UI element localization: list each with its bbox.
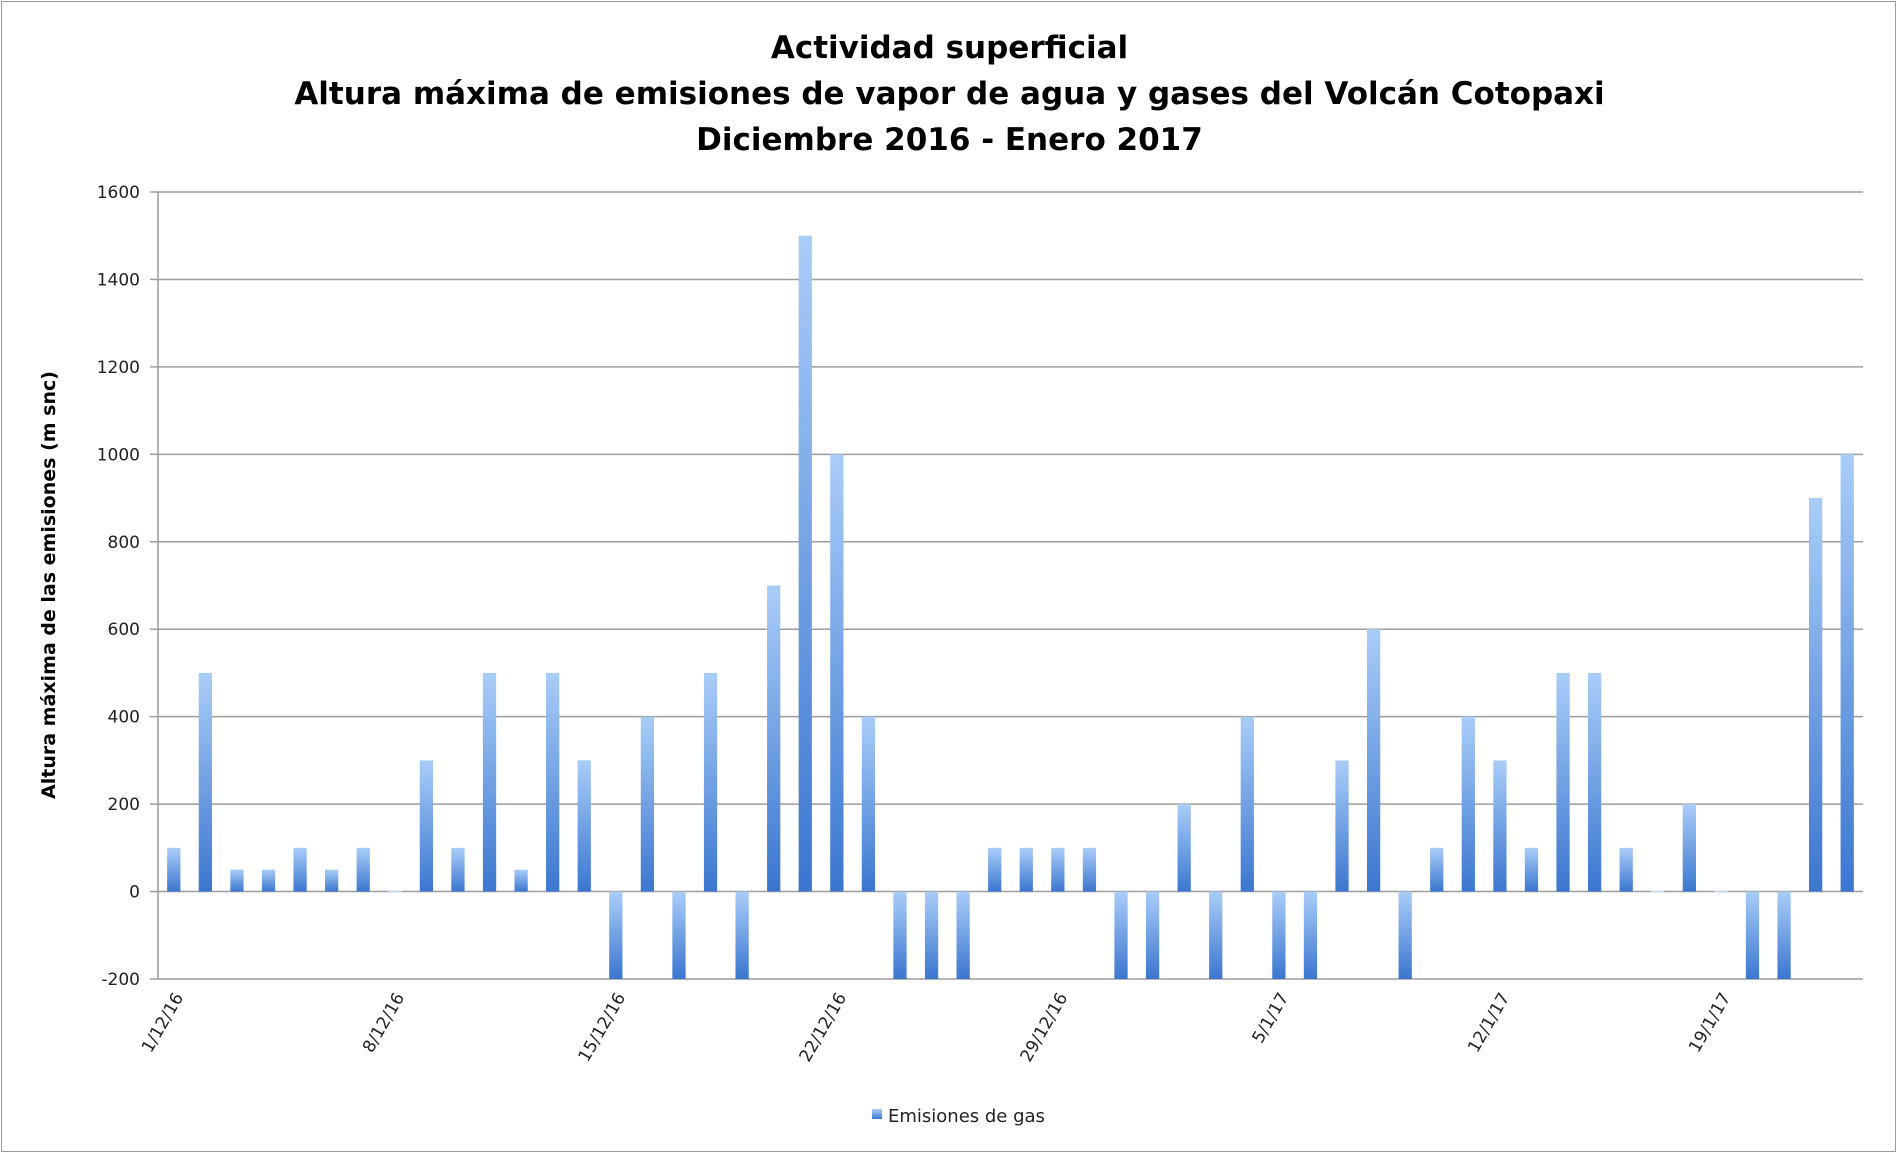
bar [356,847,370,892]
bar [1745,891,1760,979]
x-tick-label: 15/12/16 [575,990,631,1066]
bar [1556,672,1570,892]
chart-title-line-2: Altura máxima de emisiones de vapor de a… [294,76,1605,112]
bar [703,672,718,892]
bar [956,891,970,979]
x-tick-label: 5/1/17 [1249,990,1294,1047]
y-tick-label: 1200 [97,358,140,378]
y-axis-ticks: -200 0 200 400 600 800 1000 1200 1400 1600 [97,183,140,990]
bar [1619,847,1633,892]
y-tick-label: -200 [101,970,140,990]
bar [861,716,876,892]
bar [1019,847,1033,892]
x-tick-label: 19/1/17 [1685,990,1735,1057]
bar [1335,760,1349,892]
bar [1651,890,1665,893]
bar [577,760,591,892]
bar [893,891,907,979]
x-tick-label: 29/12/16 [1017,990,1073,1066]
bar [640,716,655,892]
bar [1398,891,1412,979]
bar [451,847,465,892]
y-tick-label: 600 [108,620,140,640]
bar [546,672,560,892]
bar [1366,629,1381,892]
bar [198,672,212,892]
bar [1524,847,1539,892]
bar [1082,847,1097,892]
y-tick-label: 0 [129,883,140,903]
bar [1177,804,1191,892]
x-tick-label: 8/12/16 [359,990,409,1057]
bar [1461,716,1475,892]
bar [1840,454,1854,892]
y-tick-label: 400 [108,708,140,728]
x-tick-label: 12/1/17 [1464,990,1514,1057]
y-axis-label: Altura máxima de las emisiones (m snc) [38,371,60,799]
bar [1714,890,1728,893]
bar [230,869,244,892]
bar [798,235,812,892]
bar [1430,847,1444,892]
y-tick-label: 1400 [97,270,140,290]
legend-label: Emisiones de gas [888,1106,1045,1127]
bar [388,890,402,893]
bar [1809,498,1823,892]
legend-swatch [872,1109,882,1119]
y-tick-label: 800 [108,533,140,553]
bar [830,454,844,892]
x-tick-label: 22/12/16 [796,990,852,1066]
bar [1777,891,1791,979]
legend: Emisiones de gas [872,1106,1045,1127]
x-tick-label: 1/12/16 [138,990,188,1057]
chart-title-line-3: Diciembre 2016 - Enero 2017 [696,122,1203,158]
bar [988,847,1002,892]
bar [167,847,181,892]
bar [482,672,497,892]
bar [1114,891,1128,979]
bar [735,891,749,979]
bar [1493,760,1507,892]
bar [1303,891,1318,979]
bar [325,869,339,892]
bar [1209,891,1223,979]
bar [1272,891,1286,979]
bar [1240,716,1254,892]
y-tick-label: 1600 [97,183,140,203]
bar [1682,804,1696,892]
bar [1145,891,1160,979]
bars [167,235,1854,979]
bar [1587,672,1602,892]
bar [419,760,434,892]
bar [767,585,781,892]
y-tick-label: 200 [108,795,140,815]
bar [293,847,307,892]
x-axis-ticks: 1/12/16 8/12/16 15/12/16 22/12/16 29/12/16 5/… [138,990,1735,1066]
bar [672,891,686,979]
bar [609,891,623,979]
bar [1051,847,1065,892]
bar [924,891,939,979]
bar [261,869,276,892]
gridlines [150,191,1863,980]
y-tick-label: 1000 [97,445,140,465]
chart-title-line-1: Actividad superficial [770,30,1129,66]
bar [514,869,528,892]
